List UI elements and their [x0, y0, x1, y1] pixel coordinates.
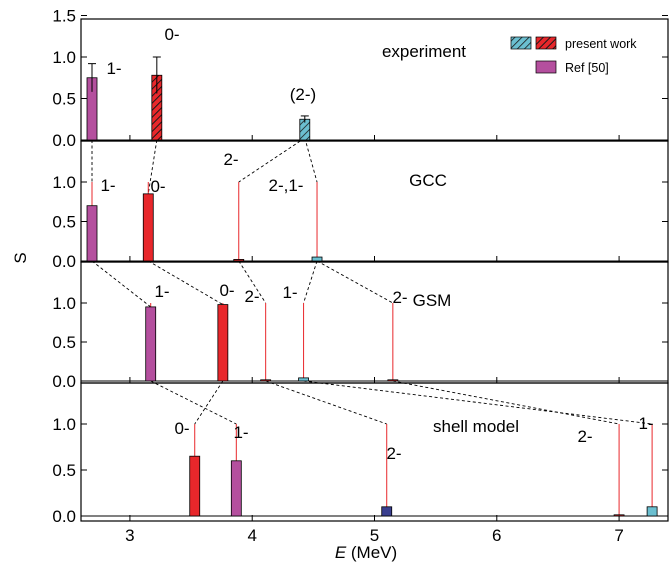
x-tick-label: 5 [370, 526, 379, 545]
bar-gcc [311, 256, 323, 262]
state-label-shell: 0- [174, 419, 189, 438]
connector-line [147, 139, 158, 194]
panel-label-gsm: GSM [413, 291, 452, 310]
y-tick-label: 0.5 [52, 461, 76, 480]
bar-gcc [142, 193, 154, 262]
legend: present work Ref [50] [510, 36, 637, 75]
y-tick-label: 1.5 [52, 7, 76, 26]
panel-label-gcc: GCC [409, 171, 447, 190]
y-tick-label: 1.0 [52, 173, 76, 192]
connector-line [150, 380, 237, 425]
connector-line [303, 380, 653, 425]
y-tick-label: 0.5 [52, 213, 76, 232]
state-label-gsm: 1- [154, 282, 169, 301]
legend-swatch-present-cyan [510, 36, 532, 50]
x-tick-label: 6 [492, 526, 501, 545]
panel-frame-gsm [80, 261, 669, 384]
x-tick-label: 4 [247, 526, 256, 545]
connector-line [91, 260, 151, 308]
bar-shell [189, 455, 201, 517]
bar-shell [613, 514, 625, 517]
panel-gcc: 0.0 0.5 1.0 GCC [52, 140, 669, 271]
state-label-shell: 1- [233, 423, 248, 442]
x-axis-title: E (MeV) [335, 543, 397, 562]
state-label-gcc: 1- [100, 176, 115, 195]
y-tick-label: 1.0 [52, 48, 76, 67]
state-label-gcc: 2- [223, 150, 238, 169]
y-tick-label: 0.0 [52, 131, 76, 150]
x-axis-title-unit: (MeV) [346, 543, 397, 562]
state-label-experiment: (2-) [290, 85, 316, 104]
legend-swatch-present-red [535, 36, 557, 50]
y-tick-label: 0.5 [52, 90, 76, 109]
panels: 0.0 0.5 1.0 1.5 experiment 0.0 0.5 1.0 GCC 0.0 0.5… [52, 7, 669, 545]
y-tick-label: 0.5 [52, 333, 76, 352]
bar-gsm [298, 377, 309, 382]
state-label-gsm: 1- [282, 283, 297, 302]
bar-shell [381, 506, 393, 517]
state-label-shell: 1- [638, 414, 653, 433]
connector-line [238, 260, 267, 304]
panel-frame-gcc [80, 140, 669, 263]
state-label-shell: 2- [577, 427, 592, 446]
state-labels: 1- 0- (2-) 1- 0- 2- 2-,1- 1- 0- 2- 1- 2- 0- 1- 2- 2- 1- [100, 25, 653, 463]
y-tick-label: 0.0 [52, 252, 76, 271]
connector-line [265, 380, 387, 425]
panel-experiment: 0.0 0.5 1.0 1.5 experiment [52, 7, 669, 150]
bar-gsm [217, 304, 229, 382]
panel-label-shell: shell model [433, 417, 519, 436]
state-label-gcc: 2-,1- [269, 176, 304, 195]
bar-gcc [233, 259, 245, 262]
state-label-experiment: 0- [164, 25, 179, 44]
connector-line [316, 260, 394, 304]
y-tick-label: 1.0 [52, 415, 76, 434]
state-label-gsm: 2- [244, 287, 259, 306]
connector-line [304, 137, 318, 183]
state-label-experiment: 1- [106, 59, 121, 78]
legend-label-ref50: Ref [50] [565, 61, 609, 75]
y-tick-label: 0.0 [52, 507, 76, 526]
x-tick-label: 3 [125, 526, 134, 545]
state-label-gsm: 0- [219, 281, 234, 300]
x-axis-title-symbol: E [335, 543, 347, 562]
bar-gsm [260, 379, 272, 382]
bar-gcc [86, 205, 98, 262]
panel-label-experiment: experiment [382, 42, 466, 61]
connector-line [238, 137, 306, 183]
state-label-gcc: 0- [150, 177, 165, 196]
y-axis-title: S [11, 252, 30, 263]
bar-shell [646, 506, 658, 517]
state-label-gsm: 2- [392, 288, 407, 307]
bar-gsm [387, 379, 399, 382]
x-tick-label: 7 [614, 526, 623, 545]
y-tick-label: 0.0 [52, 372, 76, 391]
level-connectors [91, 137, 653, 425]
connector-line [194, 380, 224, 425]
legend-swatch-ref50 [535, 60, 557, 74]
state-label-shell: 2- [386, 444, 401, 463]
connector-line [148, 260, 224, 305]
bar-gsm [145, 306, 157, 382]
y-tick-label: 1.0 [52, 294, 76, 313]
panel-frame-shell [80, 382, 669, 522]
panel-gsm: 0.0 0.5 1.0 GSM [52, 261, 669, 391]
panel-shell: 0.0 0.5 1.0 shell model [52, 382, 669, 526]
bar-shell [230, 460, 242, 517]
connector-line [303, 260, 318, 304]
legend-label-present-work: present work [565, 37, 637, 51]
